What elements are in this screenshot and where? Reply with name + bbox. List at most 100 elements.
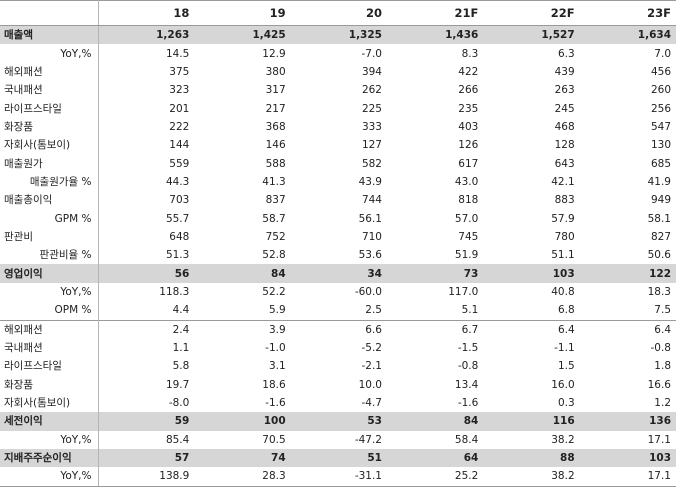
value-cell: 12.9	[262, 47, 286, 60]
value-cell: 53	[290, 412, 387, 431]
value-cell: 6.3	[557, 47, 575, 60]
value-cell: 127	[361, 139, 382, 152]
value-cell: 51.3	[165, 249, 190, 262]
value-cell: 116	[483, 412, 580, 431]
value-cell: 256	[650, 102, 671, 115]
table-row: 매출원가율 % 44.3 41.3 43.9 43.0 42.1 41.9	[0, 172, 676, 192]
row-label: 자회사(톰보이)	[0, 136, 99, 155]
value-cell: -2.1	[361, 360, 382, 373]
value-cell: 41.9	[647, 175, 671, 188]
value-cell: 225	[361, 102, 382, 115]
table-row: YoY,% 85.4 70.5 -47.2 58.4 38.2 17.1	[0, 430, 676, 449]
value-cell: 1,325	[290, 25, 387, 45]
row-label: 매출원가	[0, 154, 99, 173]
table-row: OPM % 4.4 5.9 2.5 5.1 6.8 7.5	[0, 301, 676, 320]
value-cell: 1.5	[557, 360, 575, 373]
value-cell: 130	[650, 139, 671, 152]
row-label: 판관비율 %	[0, 246, 99, 265]
value-cell: 44.3	[165, 175, 190, 188]
row-label: 세전이익	[0, 412, 99, 431]
value-cell: 42.1	[551, 175, 575, 188]
table-row: 판관비 648 752 710 745 780 827	[0, 227, 676, 247]
value-cell: 17.1	[579, 467, 676, 487]
value-cell: 18.3	[647, 285, 671, 298]
value-cell: 13.4	[454, 378, 479, 391]
value-cell: 38.2	[483, 467, 580, 487]
table-row: 해외패션 375 380 394 422 439 456	[0, 62, 676, 82]
row-label: 매출액	[0, 25, 99, 45]
value-cell: 323	[169, 84, 190, 97]
value-cell: 1,527	[483, 25, 580, 45]
value-cell: 56.1	[358, 212, 382, 225]
value-cell: 260	[650, 84, 671, 97]
value-cell: 138.9	[98, 467, 195, 487]
row-label: 지배주주순이익	[0, 448, 99, 468]
table-row: 지배주주순이익 57 74 51 64 88 103	[0, 448, 676, 468]
value-cell: -8.0	[168, 397, 190, 410]
row-label: YoY,%	[0, 467, 99, 487]
value-cell: 883	[554, 194, 575, 207]
row-label: 국내패션	[0, 81, 99, 100]
header-label-cell	[0, 0, 99, 26]
value-cell: 64	[386, 448, 484, 468]
value-cell: 1,425	[194, 25, 291, 45]
value-cell: 19.7	[165, 378, 190, 391]
value-cell: 74	[194, 448, 291, 468]
value-cell: 17.1	[647, 433, 671, 446]
header-year-18: 18	[98, 0, 195, 26]
value-cell: 16.0	[551, 378, 575, 391]
value-cell: 52.2	[262, 285, 286, 298]
header-year-20: 20	[290, 0, 387, 26]
header-year-22f: 22F	[483, 0, 580, 26]
row-label: YoY,%	[0, 282, 99, 302]
row-label: 라이프스타일	[0, 99, 99, 118]
value-cell: 547	[650, 120, 671, 133]
value-cell: -7.0	[361, 47, 382, 60]
value-cell: 375	[169, 65, 190, 78]
value-cell: -31.1	[290, 467, 387, 487]
value-cell: 73	[386, 264, 484, 283]
table-row: 자회사(톰보이) 144 146 127 126 128 130	[0, 136, 676, 155]
value-cell: 38.2	[551, 433, 575, 446]
value-cell: 403	[458, 120, 479, 133]
row-label: 화장품	[0, 375, 99, 394]
table-row: 해외패션 2.4 3.9 6.6 6.7 6.4 6.4	[0, 319, 676, 339]
value-cell: 5.1	[461, 304, 479, 317]
value-cell: 827	[650, 230, 671, 243]
value-cell: 745	[458, 230, 479, 243]
value-cell: 50.6	[647, 249, 671, 262]
value-cell: 3.9	[194, 319, 291, 339]
value-cell: -1.5	[457, 342, 479, 355]
value-cell: 1.8	[654, 360, 671, 373]
value-cell: 118.3	[159, 285, 190, 298]
value-cell: 235	[458, 102, 479, 115]
value-cell: 201	[169, 102, 190, 115]
row-label: 매출총이익	[0, 191, 99, 210]
value-cell: -1.0	[265, 342, 286, 355]
table-header-row: 18 19 20 21F 22F 23F	[0, 0, 676, 26]
value-cell: 85.4	[165, 433, 190, 446]
value-cell: 128	[554, 139, 575, 152]
value-cell: 51.9	[454, 249, 479, 262]
value-cell: 5.8	[172, 360, 190, 373]
value-cell: 3.1	[268, 360, 286, 373]
value-cell: 6.6	[290, 319, 387, 339]
value-cell: 617	[458, 157, 479, 170]
value-cell: 126	[458, 139, 479, 152]
value-cell: 317	[265, 84, 286, 97]
value-cell: 8.3	[461, 47, 479, 60]
table-row: 매출액 1,263 1,425 1,325 1,436 1,527 1,634	[0, 25, 676, 45]
table-row: 영업이익 56 84 34 73 103 122	[0, 264, 676, 283]
value-cell: 103	[579, 448, 676, 468]
table-row: 화장품 222 368 333 403 468 547	[0, 117, 676, 137]
row-label: GPM %	[0, 209, 99, 228]
table-row: 세전이익 59 100 53 84 116 136	[0, 412, 676, 431]
value-cell: -4.7	[361, 397, 382, 410]
value-cell: -0.8	[650, 342, 672, 355]
value-cell: 2.5	[365, 304, 382, 317]
value-cell: 818	[458, 194, 479, 207]
value-cell: 58.4	[454, 433, 479, 446]
value-cell: -47.2	[354, 433, 382, 446]
